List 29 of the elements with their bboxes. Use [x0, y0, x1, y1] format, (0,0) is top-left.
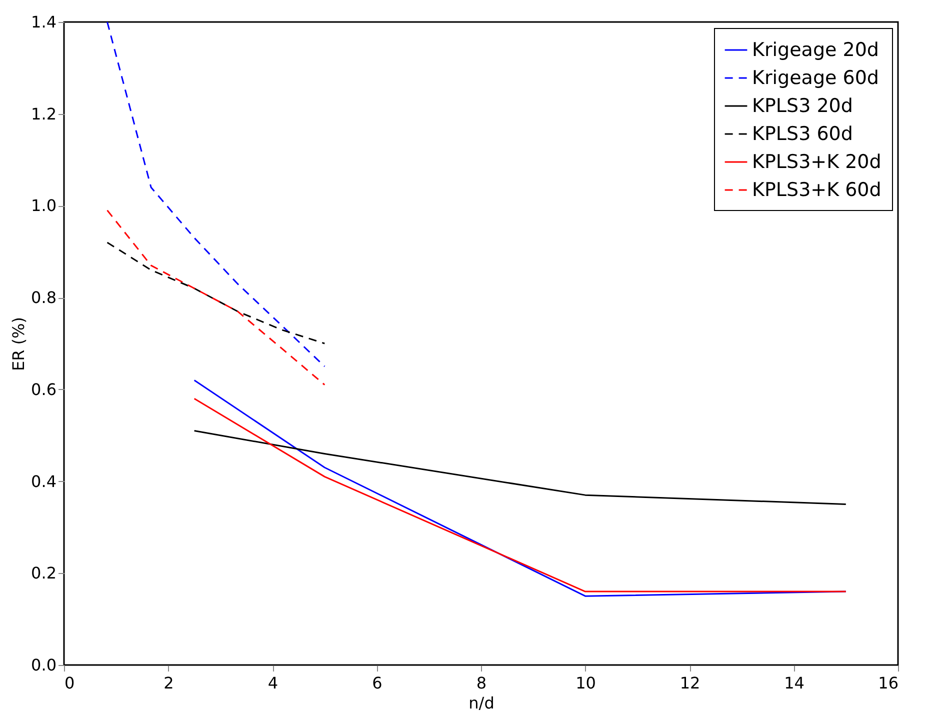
line-series — [106, 242, 326, 344]
legend-label: Krigeage 60d — [752, 67, 879, 89]
y-tick-label: 1.2 — [31, 104, 56, 124]
legend-label: KPLS3+K 20d — [752, 151, 882, 173]
legend-label: KPLS3+K 60d — [752, 179, 882, 201]
y-tick-label: 0.6 — [31, 380, 56, 399]
x-tick-label: 0 — [64, 674, 75, 692]
x-tick-label: 10 — [576, 674, 596, 692]
y-tick-label: 0.0 — [31, 656, 56, 674]
legend-label: KPLS3 60d — [752, 123, 853, 145]
x-axis-title: n/d — [468, 694, 494, 712]
y-tick-label: 0.4 — [31, 472, 56, 491]
legend-label: Krigeage 20d — [752, 39, 879, 61]
x-tick-label: 12 — [680, 674, 700, 692]
x-tick-label: 16 — [878, 674, 898, 692]
x-tick-label: 2 — [164, 674, 174, 692]
y-tick-label: 1.4 — [31, 12, 56, 32]
x-tick-label: 14 — [784, 674, 804, 692]
y-tick-label: 0.2 — [31, 564, 56, 583]
x-tick-label: 8 — [476, 674, 487, 692]
legend-label: KPLS3 20d — [752, 95, 853, 117]
line-series — [194, 430, 847, 505]
line-series — [106, 22, 326, 368]
line-series — [106, 210, 326, 386]
x-tick-label: 4 — [268, 674, 278, 692]
y-tick-label: 1.0 — [31, 196, 56, 216]
x-tick-label: 6 — [372, 674, 382, 692]
y-tick-label: 0.8 — [31, 288, 56, 308]
y-axis-title: ER (%) — [9, 317, 28, 371]
